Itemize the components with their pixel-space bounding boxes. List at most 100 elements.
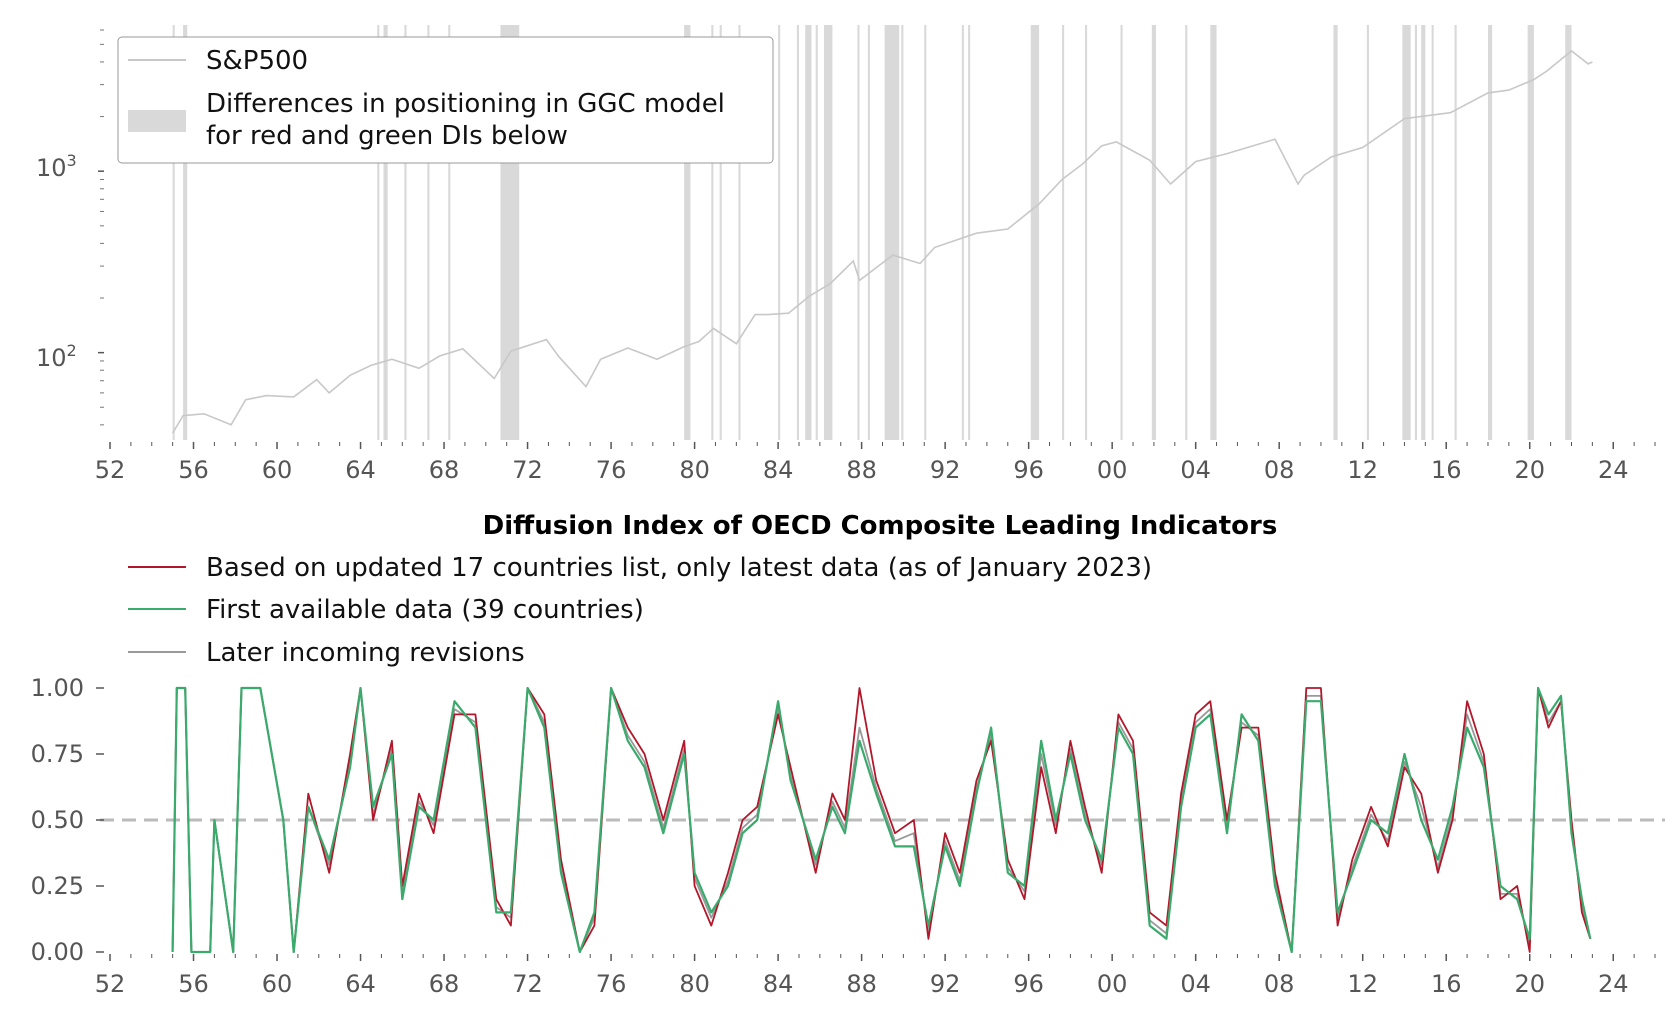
diffusion-index-chart: Diffusion Index of OECD Composite Leadin… [31, 511, 1665, 998]
bottom-x-axis: 52 56 60 64 68 72 76 80 84 88 92 96 00 04 08 12 16 20 24 [95, 954, 1656, 998]
shaded-region [961, 25, 964, 440]
y-tick-label: 0.50 [31, 806, 84, 834]
shaded-region [738, 25, 741, 440]
y-tick-label: 0.75 [31, 740, 84, 768]
series-line-1 [171, 686, 1592, 954]
x-tick-label: 76 [596, 456, 627, 484]
shaded-region [884, 25, 900, 440]
svg-text:103: 103 [36, 151, 77, 182]
shaded-region [1030, 25, 1040, 440]
shaded-region [1431, 25, 1434, 440]
shaded-region [796, 25, 799, 440]
shaded-region [1185, 25, 1188, 440]
x-tick-label: 52 [95, 970, 126, 998]
shaded-region [183, 25, 188, 440]
y-tick-label: 0.00 [31, 938, 84, 966]
shaded-region [857, 25, 860, 440]
x-tick-label: 12 [1347, 456, 1378, 484]
legend-differences-patch [128, 110, 186, 132]
svg-text:102: 102 [36, 341, 77, 372]
sp500-chart: 103 102 52 56 60 64 68 72 76 80 84 88 92 96 00 04 08 12… [36, 25, 1656, 484]
diffusion-series [171, 686, 1592, 954]
sp500-series [171, 49, 1593, 434]
x-tick-label: 56 [178, 456, 209, 484]
legend-red-label: Based on updated 17 countries list, only… [206, 553, 1152, 583]
x-tick-label: 80 [679, 456, 710, 484]
shaded-region [1527, 25, 1534, 440]
shaded-region [1402, 25, 1411, 440]
legend-grey-label: Later incoming revisions [206, 638, 525, 668]
shaded-region [1565, 25, 1572, 440]
x-tick-label: 56 [178, 970, 209, 998]
shaded-region [805, 25, 812, 440]
shaded-region [1151, 25, 1157, 440]
series-line-0 [171, 687, 1592, 953]
top-y-axis: 103 102 [36, 151, 77, 372]
x-tick-label: 20 [1514, 970, 1545, 998]
y-tick-label-1000: 103 [36, 151, 77, 182]
y-tick-label: 1.00 [31, 674, 84, 702]
shaded-region [867, 25, 870, 440]
shaded-region [968, 25, 971, 440]
shaded-regions [172, 25, 1572, 440]
legend-differences-label-line1: Differences in positioning in GGC model [206, 89, 725, 119]
x-tick-label: 96 [1013, 456, 1044, 484]
x-tick-label: 84 [763, 456, 794, 484]
x-tick-label: 00 [1097, 456, 1128, 484]
shaded-region [1062, 25, 1065, 440]
legend-green-label: First available data (39 countries) [206, 595, 644, 625]
x-tick-label: 60 [262, 970, 293, 998]
shaded-region [1366, 25, 1369, 440]
sp500-line [171, 49, 1593, 434]
shaded-region [824, 25, 833, 440]
x-tick-label: 24 [1598, 970, 1629, 998]
x-tick-label: 92 [930, 970, 961, 998]
shaded-region [172, 25, 175, 440]
shaded-region [684, 25, 691, 440]
x-tick-label: 12 [1347, 970, 1378, 998]
x-tick-label: 60 [262, 456, 293, 484]
x-tick-label: 24 [1598, 456, 1629, 484]
shaded-region [1333, 25, 1338, 440]
legend-differences-label-line2: for red and green DIs below [206, 121, 568, 151]
x-tick-label: 04 [1180, 970, 1211, 998]
shaded-region [1414, 25, 1417, 440]
x-tick-label: 88 [846, 456, 877, 484]
shaded-region [1210, 25, 1217, 440]
shaded-region [1454, 25, 1457, 440]
shaded-region [1487, 25, 1493, 440]
shaded-region [711, 25, 714, 440]
x-tick-label: 72 [512, 456, 543, 484]
shaded-region [1120, 25, 1123, 440]
shaded-region [404, 25, 407, 440]
y-tick-label: 0.25 [31, 872, 84, 900]
x-tick-label: 68 [429, 456, 460, 484]
x-tick-label: 80 [679, 970, 710, 998]
x-tick-label: 84 [763, 970, 794, 998]
x-tick-label: 64 [345, 970, 376, 998]
bottom-y-axis: 0.00 0.25 0.50 0.75 1.00 [31, 674, 104, 966]
x-tick-label: 16 [1431, 456, 1462, 484]
x-tick-label: 76 [596, 970, 627, 998]
shaded-region [1421, 25, 1426, 440]
shaded-region [815, 25, 818, 440]
legend-sp500-label: S&P500 [206, 46, 308, 76]
top-x-axis: 52 56 60 64 68 72 76 80 84 88 92 96 00 04 08 12 16 20 24 [95, 442, 1656, 484]
x-tick-label: 64 [345, 456, 376, 484]
shaded-region [924, 25, 927, 440]
x-tick-label: 88 [846, 970, 877, 998]
x-tick-label: 68 [429, 970, 460, 998]
shaded-region [901, 25, 904, 440]
y-tick-label-100: 102 [36, 341, 77, 372]
x-tick-label: 08 [1264, 970, 1295, 998]
x-tick-label: 16 [1431, 970, 1462, 998]
x-tick-label: 96 [1013, 970, 1044, 998]
shaded-region [448, 25, 451, 440]
chart-title: Diffusion Index of OECD Composite Leadin… [483, 511, 1278, 541]
x-tick-label: 92 [930, 456, 961, 484]
shaded-region [377, 25, 380, 440]
x-tick-label: 00 [1097, 970, 1128, 998]
shaded-region [383, 25, 388, 440]
shaded-region [1085, 25, 1088, 440]
